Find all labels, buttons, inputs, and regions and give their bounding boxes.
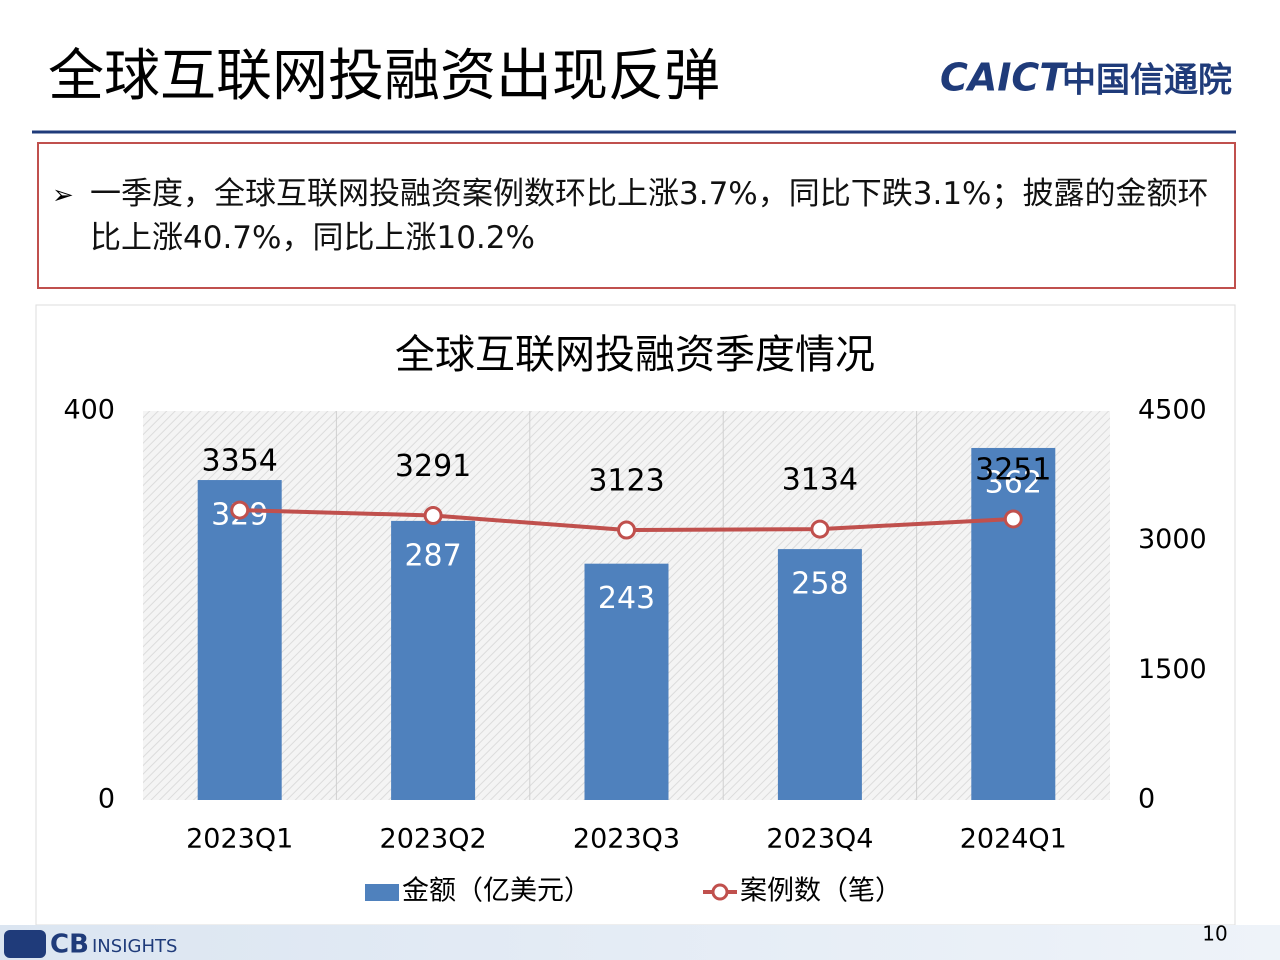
source-b: INSIGHTS [92, 936, 177, 957]
x-tick-label: 2023Q4 [766, 824, 873, 855]
footer-band [0, 925, 1280, 960]
line-marker [617, 520, 636, 540]
legend-label: 案例数（笔） [740, 876, 902, 907]
bar [777, 549, 862, 800]
logo-cn: 中国信通院 [1062, 61, 1232, 101]
legend-swatch [365, 884, 399, 901]
y2-tick-label: 4500 [1138, 395, 1207, 426]
y2-tick-label: 1500 [1138, 654, 1207, 685]
page-number: 10 [1202, 922, 1227, 946]
summary-box [37, 142, 1236, 289]
y-tick-label: 0 [98, 784, 115, 815]
legend-label: 金额（亿美元） [402, 876, 591, 907]
line-marker [1003, 509, 1023, 529]
y2-tick-label: 3000 [1138, 524, 1207, 555]
chart-title: 全球互联网投融资季度情况 [395, 332, 875, 378]
x-tick-label: 2023Q1 [186, 824, 293, 855]
source-icon [4, 930, 46, 958]
bar [971, 447, 1056, 800]
y2-tick-label: 0 [1138, 784, 1155, 815]
slide-title: 全球互联网投融资出现反弹 [48, 44, 720, 109]
line-marker [423, 506, 443, 526]
bar-value-label: 258 [791, 567, 848, 602]
bar [584, 563, 669, 800]
x-tick-label: 2024Q1 [960, 824, 1067, 855]
line-value-label: 3354 [202, 444, 278, 479]
bar-value-label: 362 [985, 465, 1042, 500]
bar [197, 480, 282, 800]
line-value-label: 3251 [975, 452, 1051, 487]
y-tick-label: 400 [63, 395, 115, 426]
line-marker [810, 519, 830, 539]
logo-latin: CAICT [940, 56, 1068, 100]
line-value-label: 3134 [782, 463, 858, 498]
x-tick-label: 2023Q3 [573, 824, 680, 855]
bar-value-label: 243 [598, 581, 655, 616]
bar [391, 520, 476, 800]
x-tick-label: 2023Q2 [380, 824, 487, 855]
source-a: CB [50, 930, 89, 960]
line-value-label: 3291 [395, 449, 471, 484]
bullet: ➢ [52, 181, 74, 211]
bar-value-label: 287 [404, 538, 461, 573]
line-value-label: 3123 [588, 464, 664, 499]
summary: 一季度，全球互联网投融资案例数环比上涨3.7%，同比下跌3.1%；披露的金额环比… [90, 176, 1209, 256]
legend-swatch [711, 883, 729, 901]
line-marker [230, 500, 250, 520]
